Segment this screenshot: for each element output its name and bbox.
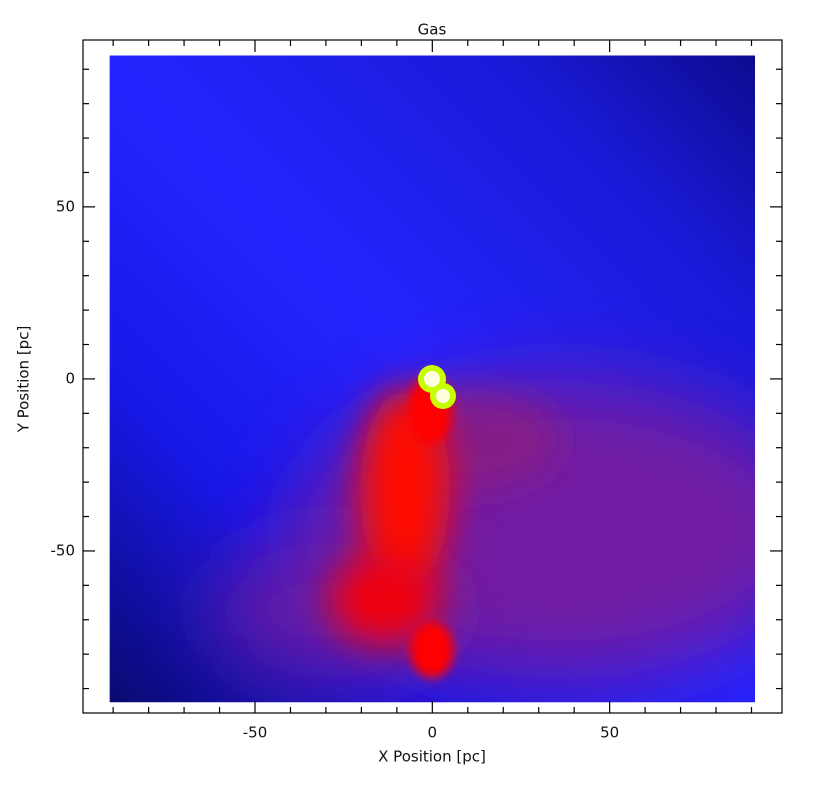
chart-title: Gas (418, 21, 447, 39)
gas-image (109, 55, 756, 703)
x-tick-label: -50 (243, 724, 268, 742)
x-tick-label: 50 (600, 724, 619, 742)
y-tick-label: -50 (51, 541, 76, 559)
y-tick-label: 0 (65, 369, 75, 387)
x-axis-label: X Position [pc] (378, 748, 486, 766)
y-tick-label: 50 (56, 197, 75, 215)
y-axis-label: Y Position [pc] (15, 326, 33, 434)
x-tick-label: 0 (428, 724, 438, 742)
